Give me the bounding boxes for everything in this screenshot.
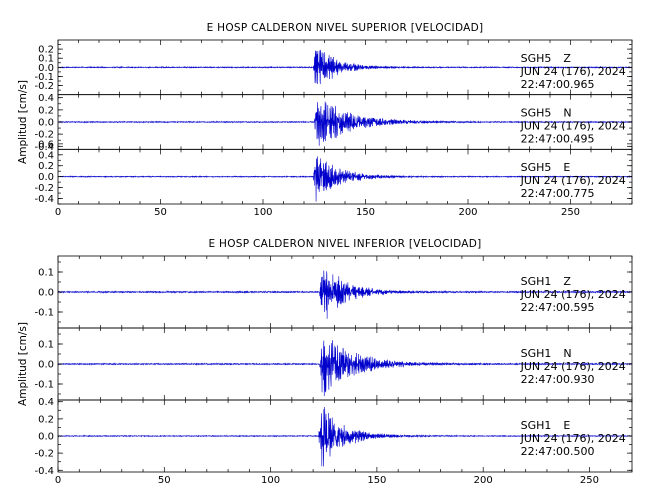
y-tick-label: -0.4 (34, 194, 54, 205)
y-tick-label: 0.1 (38, 268, 54, 279)
y-tick-label: 0.0 (38, 172, 54, 183)
y-tick-label: -0.1 (34, 72, 54, 83)
x-tick-label: 100 (261, 475, 280, 486)
y-tick-label: 0.2 (38, 105, 54, 116)
component-code: Z (563, 275, 571, 288)
record-time: 22:47:00.500 (521, 445, 595, 458)
y-axis-label: Amplitud [cm/s] (17, 322, 29, 406)
waveform-trace (57, 156, 633, 202)
x-tick-label: 0 (55, 475, 61, 486)
record-time: 22:47:00.930 (521, 373, 595, 386)
y-tick-label: 0.1 (38, 54, 54, 65)
x-tick-label: 150 (356, 207, 375, 218)
chart-title: E HOSP CALDERON NIVEL SUPERIOR [VELOCIDA… (207, 22, 484, 34)
chart-1: E HOSP CALDERON NIVEL SUPERIOR [VELOCIDA… (17, 22, 633, 218)
station-code: SGH1 (521, 347, 552, 360)
station-code: SGH5 (521, 161, 552, 174)
x-tick-label: 200 (474, 475, 493, 486)
y-tick-label: 0.2 (38, 414, 54, 425)
component-code: N (563, 107, 571, 120)
y-tick-label: -0.2 (34, 130, 54, 141)
x-tick-label: 150 (367, 475, 386, 486)
y-tick-label: 0.4 (38, 150, 54, 161)
y-tick-label: 0.0 (38, 118, 54, 129)
y-tick-label: 0.4 (38, 397, 54, 408)
record-time: 22:47:00.965 (521, 78, 595, 91)
x-tick-label: 250 (561, 207, 580, 218)
component-code: E (563, 161, 570, 174)
y-tick-label: -0.1 (34, 308, 54, 319)
y-tick-label: 0.0 (38, 63, 54, 74)
record-date: JUN 24 (176), 2024 (520, 120, 626, 133)
component-code: N (563, 347, 571, 360)
record-date: JUN 24 (176), 2024 (520, 65, 626, 78)
record-date: JUN 24 (176), 2024 (520, 432, 626, 445)
x-tick-label: 50 (154, 207, 167, 218)
chart-title: E HOSP CALDERON NIVEL INFERIOR [VELOCIDA… (208, 238, 481, 250)
record-date: JUN 24 (176), 2024 (520, 174, 626, 187)
record-date: JUN 24 (176), 2024 (520, 288, 626, 301)
x-tick-label: 0 (55, 207, 61, 218)
y-tick-label: -0.2 (34, 449, 54, 460)
component-code: E (563, 419, 570, 432)
waveform-trace (57, 406, 633, 467)
waveform-trace (57, 340, 633, 396)
y-tick-label: -0.4 (34, 466, 54, 477)
x-tick-label: 250 (580, 475, 599, 486)
station-code: SGH5 (521, 52, 552, 65)
waveform-trace (57, 270, 633, 319)
y-tick-label: 0.0 (38, 288, 54, 299)
y-tick-label: -0.4 (34, 142, 54, 153)
y-tick-label: 0.2 (38, 45, 54, 56)
y-tick-label: 0.0 (38, 432, 54, 443)
component-code: Z (563, 52, 571, 65)
station-code: SGH1 (521, 419, 552, 432)
record-time: 22:47:00.775 (521, 187, 595, 200)
y-tick-label: 0.4 (38, 93, 54, 104)
y-axis-label: Amplitud [cm/s] (17, 80, 29, 164)
record-time: 22:47:00.595 (521, 301, 595, 314)
x-tick-label: 200 (458, 207, 477, 218)
waveform-trace (57, 101, 633, 146)
x-tick-label: 50 (158, 475, 171, 486)
station-code: SGH5 (521, 107, 552, 120)
record-date: JUN 24 (176), 2024 (520, 360, 626, 373)
y-tick-label: 0.2 (38, 161, 54, 172)
x-tick-label: 100 (253, 207, 272, 218)
station-code: SGH1 (521, 275, 552, 288)
y-tick-label: 0.6 (38, 139, 54, 150)
y-tick-label: -0.1 (34, 380, 54, 391)
record-time: 22:47:00.495 (521, 133, 595, 146)
y-tick-label: 0.0 (38, 360, 54, 371)
y-tick-label: -0.2 (34, 183, 54, 194)
y-tick-label: -0.2 (34, 81, 54, 92)
y-tick-label: 0.1 (38, 340, 54, 351)
chart-2: E HOSP CALDERON NIVEL INFERIOR [VELOCIDA… (17, 238, 633, 486)
waveform-trace (57, 49, 633, 85)
